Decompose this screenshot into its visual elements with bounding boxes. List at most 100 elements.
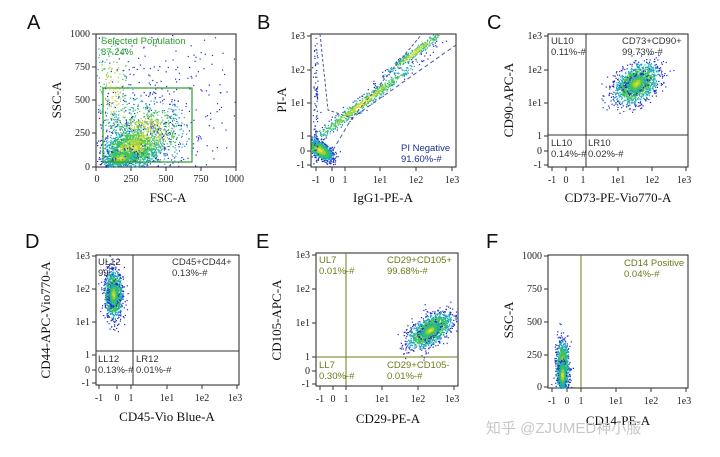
event-dot [359, 96, 361, 98]
event-dot [170, 141, 172, 143]
event-dot [174, 147, 176, 149]
event-dot [200, 52, 202, 54]
event-dot [128, 149, 130, 151]
event-dot [145, 94, 147, 96]
event-dot [119, 150, 121, 152]
event-dot [120, 157, 122, 159]
event-dot [175, 141, 177, 143]
event-dot [155, 134, 157, 136]
event-dot [330, 151, 332, 153]
event-dot [114, 159, 116, 161]
event-dot [152, 143, 154, 145]
event-dot [150, 113, 153, 115]
event-dot [124, 136, 126, 138]
event-dot [320, 158, 323, 161]
event-dot [167, 120, 170, 122]
event-dot [113, 118, 115, 120]
event-dot [158, 132, 160, 134]
event-dot [151, 123, 153, 125]
event-dot [327, 124, 329, 127]
event-dot [157, 165, 159, 167]
event-dot [172, 35, 174, 37]
event-dot [192, 147, 194, 149]
event-dot [156, 38, 159, 40]
event-dot [118, 136, 120, 138]
event-dot [326, 155, 328, 157]
event-dot [132, 143, 134, 145]
event-dot [118, 133, 121, 135]
event-dot [319, 152, 321, 154]
event-dot [137, 122, 140, 124]
event-dot [105, 75, 107, 77]
event-dot [98, 77, 100, 79]
event-dot [334, 126, 337, 128]
event-dot [144, 145, 146, 147]
event-dot [124, 95, 126, 97]
event-dot [166, 143, 168, 145]
event-dot [113, 162, 115, 164]
event-dot [322, 155, 325, 157]
event-dot [335, 122, 337, 124]
event-dot [157, 144, 159, 146]
event-dot [134, 156, 136, 158]
event-dot [143, 129, 145, 131]
event-dot [170, 159, 173, 161]
event-dot [118, 58, 120, 60]
event-dot [122, 150, 124, 152]
event-dot [128, 102, 130, 104]
event-dot [320, 147, 322, 150]
event-dot [150, 150, 153, 152]
event-dot [195, 75, 197, 77]
event-dot [319, 143, 321, 145]
event-dot [112, 143, 114, 146]
event-dot [152, 145, 154, 147]
event-dot [117, 81, 119, 83]
event-dot [165, 133, 167, 135]
event-dot [173, 91, 175, 93]
event-dot [327, 155, 330, 157]
event-dot [318, 146, 320, 149]
event-dot [104, 119, 106, 121]
event-dot [161, 121, 163, 123]
event-dot [134, 148, 136, 150]
event-dot [157, 123, 159, 126]
event-dot [114, 126, 116, 128]
event-dot [122, 163, 124, 165]
event-dot [133, 74, 135, 76]
event-dot [112, 155, 114, 157]
event-dot [322, 151, 325, 153]
event-dot [121, 135, 123, 137]
event-dot [144, 143, 146, 145]
event-dot [103, 83, 105, 85]
event-dot [130, 150, 132, 152]
event-dot [371, 99, 373, 101]
event-dot [139, 149, 141, 151]
event-dot [140, 147, 142, 149]
event-dot [115, 119, 117, 121]
event-dot [133, 127, 135, 129]
event-dot [125, 106, 127, 108]
event-dot [130, 150, 132, 152]
event-dot [156, 160, 159, 162]
event-dot [143, 47, 145, 49]
event-dot [106, 59, 108, 61]
event-dot [140, 139, 142, 141]
event-dot [107, 144, 109, 147]
event-dot [153, 115, 155, 117]
event-dot [142, 163, 144, 165]
event-dot [114, 90, 116, 92]
event-dot [136, 155, 138, 157]
event-dot [118, 156, 120, 158]
event-dot [124, 147, 126, 149]
event-dot [371, 103, 373, 105]
event-dot [115, 149, 117, 151]
event-dot [118, 142, 120, 144]
event-dot [175, 138, 178, 140]
event-dot [108, 141, 110, 143]
event-dot [138, 133, 140, 135]
event-dot [150, 137, 152, 139]
event-dot [104, 97, 107, 99]
event-dot [151, 149, 153, 151]
event-dot [117, 140, 119, 142]
event-dot [162, 119, 164, 121]
